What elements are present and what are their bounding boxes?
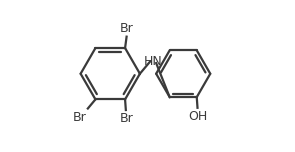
Text: Br: Br [73, 111, 86, 124]
Text: HN: HN [143, 55, 162, 68]
Text: OH: OH [188, 110, 208, 123]
Text: Br: Br [120, 22, 134, 35]
Text: Br: Br [119, 112, 133, 125]
